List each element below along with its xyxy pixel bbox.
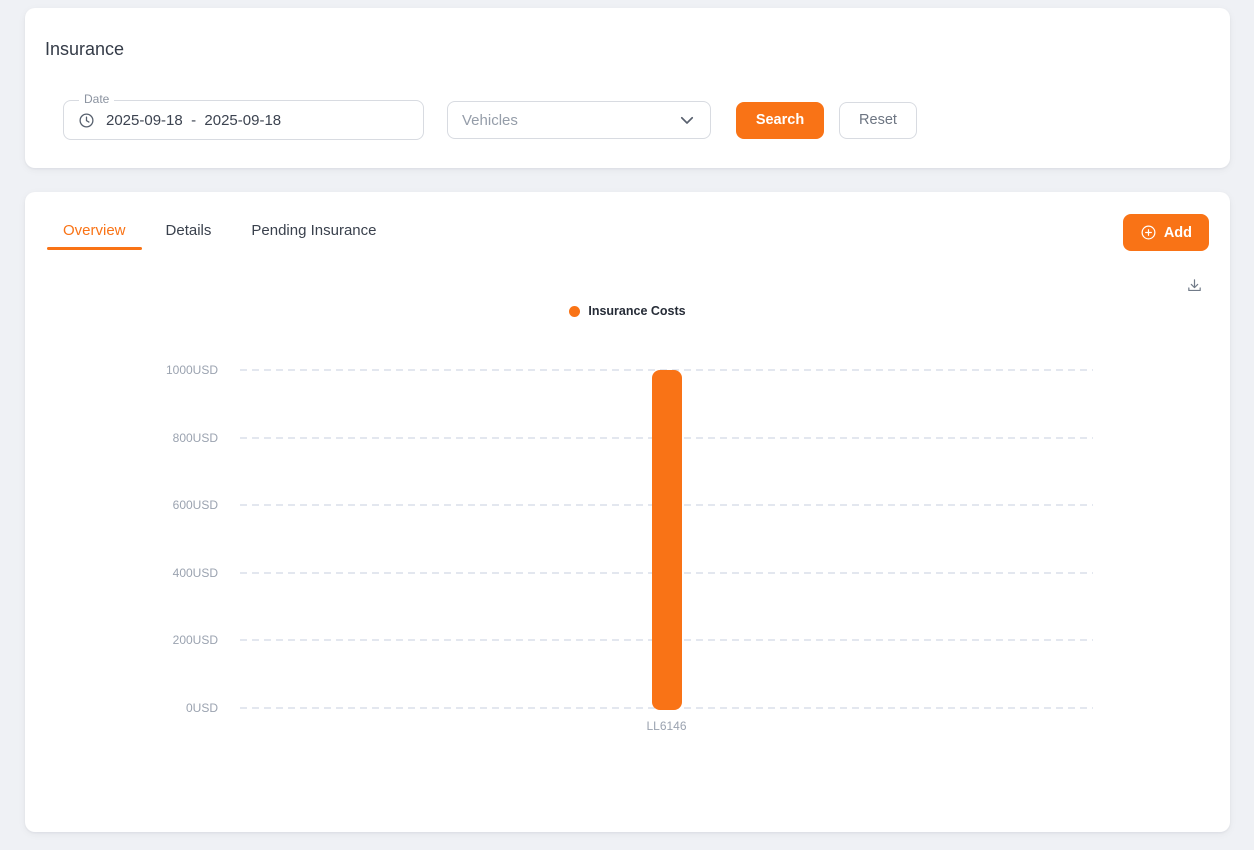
search-button[interactable]: Search bbox=[736, 101, 824, 139]
date-range-value: 2025-09-18 - 2025-09-18 bbox=[106, 111, 282, 129]
chart-plot bbox=[240, 369, 1093, 710]
clock-icon bbox=[78, 112, 95, 129]
legend-item[interactable]: Insurance Costs bbox=[569, 304, 686, 318]
legend-dot bbox=[569, 305, 581, 317]
legend-label: Insurance Costs bbox=[588, 304, 686, 318]
tab-bar: Overview Details Pending Insurance bbox=[47, 213, 392, 250]
y-axis-tick-label: 200USD bbox=[172, 633, 218, 648]
y-axis-tick-label: 0USD bbox=[185, 701, 218, 715]
filter-card: Insurance Date 2025-09-18 - 2025-09-18 V… bbox=[25, 8, 1230, 168]
y-axis-tick-label: 800USD bbox=[172, 430, 218, 445]
reset-button[interactable]: Reset bbox=[839, 101, 917, 139]
date-field-label: Date bbox=[79, 92, 115, 106]
insurance-content-card: Overview Details Pending Insurance Add Ins… bbox=[25, 192, 1230, 832]
page-title: Insurance bbox=[45, 39, 125, 59]
y-axis-tick-label: 600USD bbox=[172, 498, 218, 513]
vehicles-select[interactable]: Vehicles bbox=[447, 101, 711, 139]
chart-x-axis: LL6146 bbox=[240, 719, 1093, 735]
vehicles-select-placeholder: Vehicles bbox=[462, 111, 518, 129]
add-button[interactable]: Add bbox=[1122, 214, 1209, 251]
bar-LL6146 bbox=[651, 370, 682, 710]
x-axis-tick-label: LL6146 bbox=[646, 719, 687, 733]
download-chart-button[interactable] bbox=[1184, 275, 1204, 295]
tab-pending-insurance[interactable]: Pending Insurance bbox=[251, 222, 377, 239]
download-icon bbox=[1186, 277, 1203, 294]
tab-overview[interactable]: Overview bbox=[47, 213, 142, 250]
chevron-down-icon bbox=[678, 111, 696, 129]
tab-details[interactable]: Details bbox=[165, 222, 212, 239]
plus-circle-icon bbox=[1140, 224, 1157, 241]
chart-legend: Insurance Costs bbox=[25, 304, 1230, 318]
filter-row: Date 2025-09-18 - 2025-09-18 Vehicles Se… bbox=[63, 92, 917, 140]
y-axis-tick-label: 400USD bbox=[172, 565, 218, 580]
y-axis-tick-label: 1000USD bbox=[165, 363, 218, 377]
add-button-label: Add bbox=[1163, 224, 1192, 241]
bar-slot bbox=[240, 370, 1093, 710]
chart-y-axis: 0USD 200USD 400USD 600USD 800USD 1000USD bbox=[25, 363, 218, 715]
date-range-field[interactable]: Date 2025-09-18 - 2025-09-18 bbox=[63, 92, 424, 140]
